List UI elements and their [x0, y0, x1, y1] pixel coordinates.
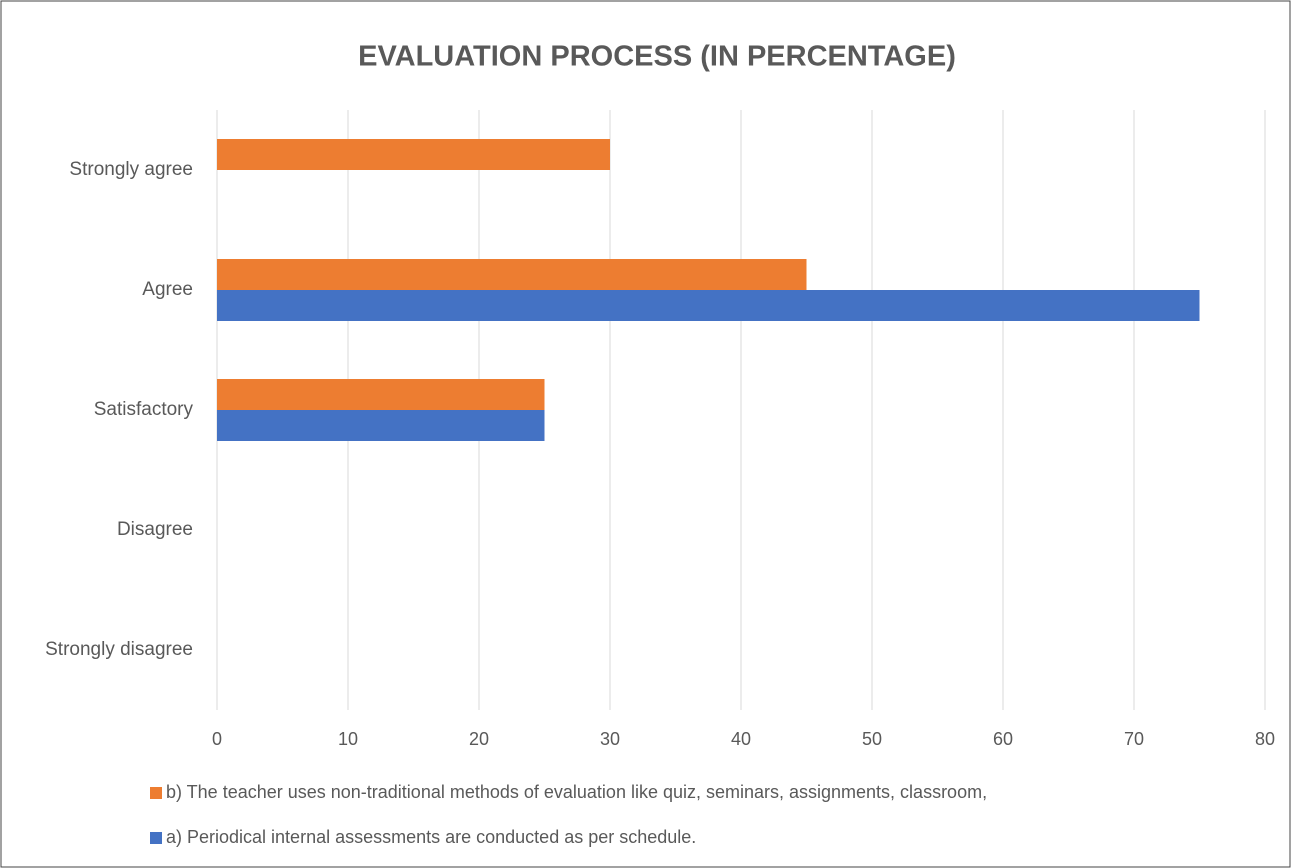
y-tick-label: Strongly disagree [45, 639, 193, 660]
bar [217, 259, 807, 290]
y-tick-label: Strongly agree [69, 159, 193, 180]
y-tick-label: Disagree [117, 519, 193, 540]
x-tick-label: 40 [731, 729, 751, 749]
bar [217, 139, 610, 170]
bar [217, 290, 1200, 321]
legend-label: b) The teacher uses non-traditional meth… [166, 782, 987, 802]
legend-swatch [150, 832, 162, 844]
y-tick-label: Satisfactory [94, 399, 194, 420]
x-tick-label: 0 [212, 729, 222, 749]
chart-title: EVALUATION PROCESS (IN PERCENTAGE) [358, 41, 956, 73]
x-tick-label: 30 [600, 729, 620, 749]
x-tick-label: 10 [338, 729, 358, 749]
x-tick-label: 60 [993, 729, 1013, 749]
legend-label: a) Periodical internal assessments are c… [166, 827, 696, 847]
y-tick-label: Agree [142, 279, 193, 300]
x-tick-label: 20 [469, 729, 489, 749]
bar [217, 410, 545, 441]
x-tick-label: 70 [1124, 729, 1144, 749]
x-tick-label: 50 [862, 729, 882, 749]
bar [217, 379, 545, 410]
x-tick-label: 80 [1255, 729, 1275, 749]
legend-swatch [150, 787, 162, 799]
